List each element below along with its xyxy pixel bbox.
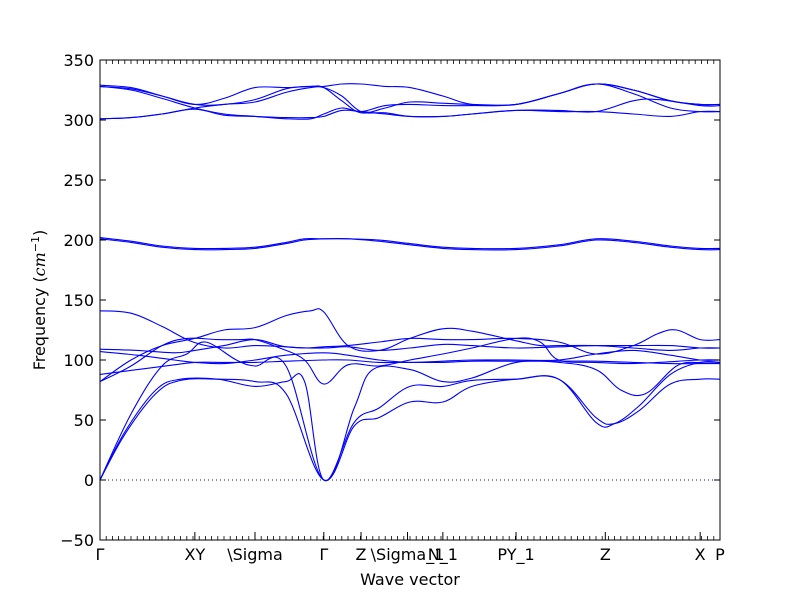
band-line-15 [99,83,721,107]
band-series-group [99,83,721,482]
band-line-1 [99,375,721,481]
x-tick-label: \Sigma_1 [371,545,445,565]
band-line-4 [99,337,721,385]
x-tick-label: Γ [96,545,105,564]
band-line-10 [99,238,721,251]
x-tick-label: X [695,545,706,564]
x-tick-label: N_1 [428,545,458,565]
x-axis-title: Wave vector [360,570,460,589]
x-tick-label: Z [600,545,611,564]
y-tick-label: 250 [63,171,94,190]
x-axis-minor-ticks [99,60,721,540]
x-axis-ticks: Γ XY \Sigma Γ Z \Sigma_1N_1 PY_1 Z X P [96,532,725,565]
y-axis-title-exponent: −1 [29,236,42,252]
y-tick-label: −50 [60,531,94,550]
x-tick-label: \Sigma [227,545,283,564]
y-tick-label: 300 [63,111,94,130]
band-line-3 [99,341,721,481]
y-axis-title-unit: cm [30,252,49,276]
band-line-6 [99,349,721,365]
band-line-11 [99,237,721,250]
y-tick-label: 100 [63,351,94,370]
y-tick-label: 200 [63,231,94,250]
band-line-16 [99,108,721,120]
x-tick-label: PY_1 [497,545,534,565]
plot-frame [99,59,721,541]
band-line-9 [99,308,721,383]
band-line-7 [99,339,721,354]
x-tick-label: Z [356,545,367,564]
y-axis-ticks: −50 0 50 100 150 200 250 300 350 [60,51,720,550]
y-tick-label: 50 [74,411,94,430]
y-axis-title-prefix: Frequency ( [30,276,49,370]
x-tick-label: Γ [319,545,328,564]
x-tick-label: P [715,545,725,564]
y-tick-label: 150 [63,291,94,310]
band-line-8 [99,310,721,355]
band-line-2 [99,360,721,482]
x-tick-label: XY [184,545,205,564]
y-tick-label: 350 [63,51,94,70]
y-axis-title-suffix: ) [30,230,49,236]
y-axis-title: Frequency (cm−1) [29,230,49,371]
y-tick-label: 0 [84,471,94,490]
